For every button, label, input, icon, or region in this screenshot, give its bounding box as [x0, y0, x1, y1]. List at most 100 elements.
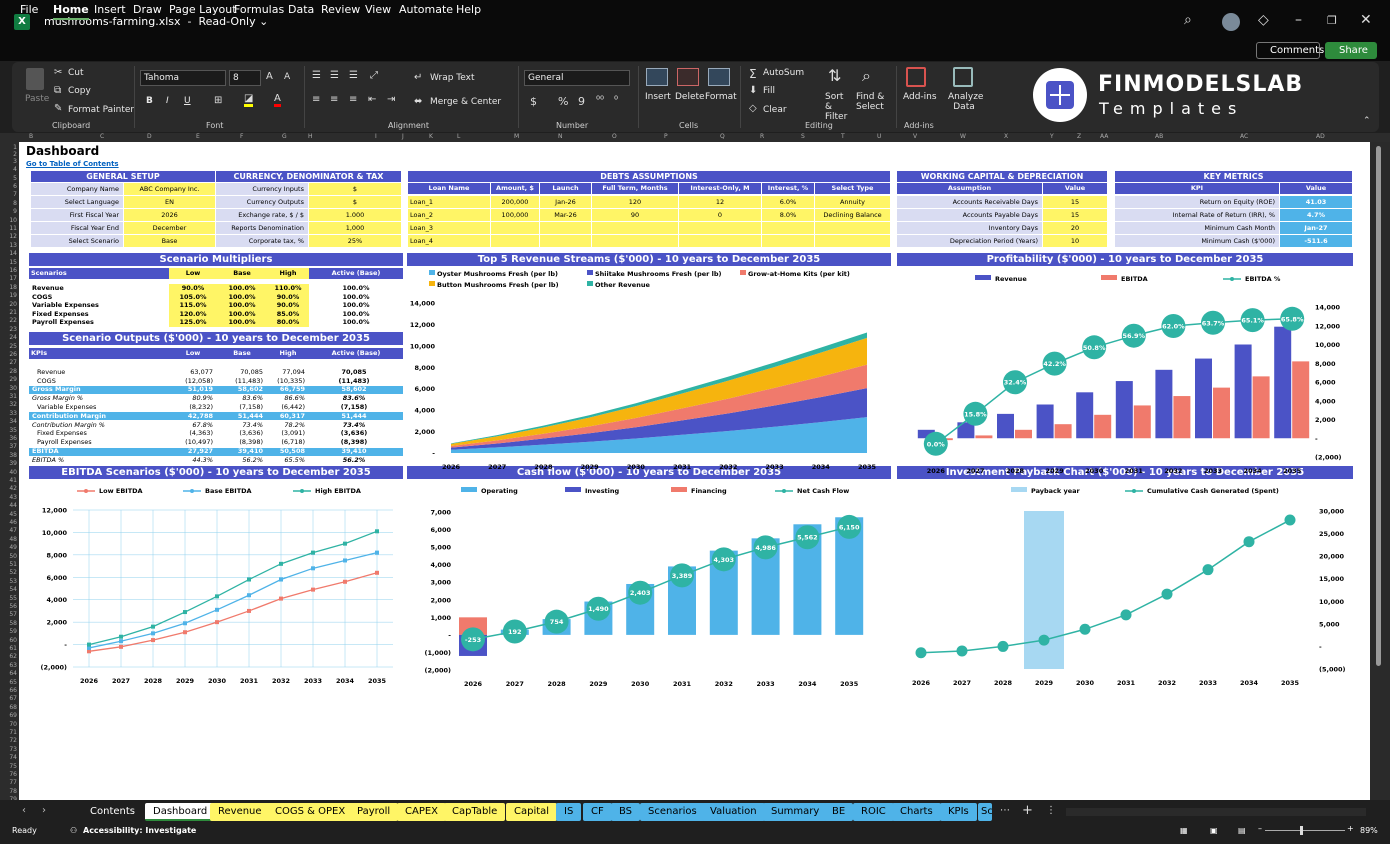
- multiplier-cell[interactable]: 100.0%: [217, 318, 267, 328]
- merge-center-icon[interactable]: ⬌: [414, 96, 423, 107]
- bold-button[interactable]: B: [146, 96, 153, 106]
- row-header[interactable]: 15: [9, 258, 17, 266]
- column-header[interactable]: D: [147, 133, 152, 140]
- debt-cell[interactable]: [592, 222, 678, 234]
- zoom-level[interactable]: 89%: [1360, 826, 1378, 835]
- column-header[interactable]: B: [29, 133, 34, 140]
- fill-color-icon[interactable]: ◪: [244, 94, 254, 107]
- find-select-button[interactable]: Find & Select: [856, 92, 885, 112]
- tab-kpis[interactable]: KPIs: [940, 803, 977, 821]
- row-header[interactable]: 42: [9, 485, 17, 493]
- row-header[interactable]: 28: [9, 367, 17, 375]
- column-header[interactable]: C: [100, 133, 105, 140]
- more-sheets-icon[interactable]: ⋯: [1000, 805, 1010, 816]
- decrease-decimal-icon[interactable]: ⁰: [614, 95, 619, 106]
- orientation-icon[interactable]: ⤢: [370, 70, 378, 81]
- align-left-icon[interactable]: ≡: [312, 94, 321, 105]
- sort-filter-icon[interactable]: ⇅: [828, 66, 842, 85]
- decrease-indent-icon[interactable]: ⇤: [368, 94, 377, 105]
- multiplier-cell[interactable]: 120.0%: [169, 309, 217, 319]
- row-header[interactable]: 43: [9, 493, 17, 501]
- insert-button[interactable]: Insert: [645, 92, 671, 102]
- wrap-text-icon[interactable]: ↵: [414, 72, 423, 83]
- menu-review[interactable]: Review: [321, 3, 361, 16]
- row-header[interactable]: 26: [9, 351, 17, 358]
- align-top-icon[interactable]: ☰: [312, 70, 321, 81]
- row-header[interactable]: 31: [9, 393, 17, 400]
- debt-cell[interactable]: Declining Balance: [815, 209, 890, 221]
- currency-value[interactable]: 1,000: [309, 222, 401, 234]
- menu-file[interactable]: File: [20, 3, 39, 16]
- row-header[interactable]: 4: [13, 166, 17, 174]
- debt-cell[interactable]: [491, 235, 539, 247]
- debt-cell[interactable]: Loan_4: [408, 235, 490, 247]
- multiplier-cell[interactable]: 90.0%: [267, 292, 309, 302]
- autosum-button[interactable]: AutoSum: [763, 68, 805, 78]
- debt-cell[interactable]: Jan-26: [540, 196, 591, 208]
- align-right-icon[interactable]: ≡: [349, 94, 358, 105]
- row-header[interactable]: 14: [9, 250, 17, 258]
- row-header[interactable]: 54: [9, 586, 17, 594]
- collapse-ribbon-icon[interactable]: ⌃: [1363, 116, 1371, 126]
- zoom-slider[interactable]: [1265, 830, 1345, 831]
- row-header[interactable]: 46: [9, 519, 17, 526]
- debt-cell[interactable]: [815, 222, 890, 234]
- row-header[interactable]: 10: [9, 216, 17, 224]
- align-middle-icon[interactable]: ☰: [330, 70, 339, 81]
- font-name-select[interactable]: Tahoma: [140, 70, 226, 86]
- column-header[interactable]: F: [240, 133, 244, 140]
- column-header[interactable]: W: [960, 133, 966, 140]
- format-cells-icon[interactable]: [708, 68, 730, 86]
- multiplier-cell[interactable]: 100.0%: [217, 301, 267, 310]
- menu-data[interactable]: Data: [288, 3, 315, 16]
- addins-icon[interactable]: [906, 67, 926, 87]
- row-header[interactable]: 35: [9, 426, 17, 434]
- format-painter-button[interactable]: Format Painter: [68, 105, 135, 115]
- number-format-select[interactable]: General: [524, 70, 630, 86]
- wc-value[interactable]: 15: [1043, 209, 1107, 221]
- row-header[interactable]: 27: [9, 359, 17, 367]
- borders-icon[interactable]: ⊞: [214, 95, 223, 106]
- restore-icon[interactable]: ❐: [1327, 14, 1337, 27]
- accessibility-status[interactable]: Accessibility: Investigate: [83, 826, 197, 835]
- multiplier-cell[interactable]: 90.0%: [169, 284, 217, 293]
- row-header[interactable]: 40: [9, 468, 17, 476]
- multiplier-cell[interactable]: 90.0%: [267, 301, 309, 310]
- decrease-font-icon[interactable]: A: [284, 72, 291, 82]
- multiplier-cell[interactable]: 125.0%: [169, 318, 217, 328]
- zoom-slider-handle[interactable]: [1300, 826, 1303, 835]
- tab-captable[interactable]: CapTable: [444, 803, 506, 821]
- currency-value[interactable]: 1.000: [309, 209, 401, 221]
- tab-capital[interactable]: Capital: [506, 803, 558, 821]
- percent-icon[interactable]: %: [558, 95, 569, 108]
- debt-cell[interactable]: [491, 222, 539, 234]
- goto-toc-link[interactable]: Go to Table of Contents: [26, 160, 119, 168]
- row-header[interactable]: 76: [9, 771, 17, 778]
- general-value[interactable]: ABC Company Inc.: [124, 183, 215, 195]
- menu-home[interactable]: Home: [53, 3, 89, 20]
- column-header[interactable]: M: [514, 133, 520, 140]
- row-header[interactable]: 52: [9, 569, 17, 577]
- tab-be[interactable]: BE: [824, 803, 854, 821]
- debt-cell[interactable]: 100,000: [491, 209, 539, 221]
- debt-cell[interactable]: [815, 235, 890, 247]
- row-header[interactable]: 5: [13, 174, 17, 182]
- column-header[interactable]: R: [760, 133, 765, 140]
- debt-cell[interactable]: 0: [679, 209, 761, 221]
- row-header[interactable]: 70: [9, 720, 17, 728]
- search-icon[interactable]: ⌕: [1184, 12, 1192, 28]
- row-header[interactable]: 7: [13, 191, 17, 199]
- row-header[interactable]: 44: [9, 502, 17, 510]
- general-value[interactable]: 2026: [124, 209, 215, 221]
- row-header[interactable]: 13: [9, 241, 17, 249]
- debt-cell[interactable]: 8.0%: [762, 209, 814, 221]
- row-header[interactable]: 45: [9, 510, 17, 518]
- row-header[interactable]: 17: [9, 275, 17, 283]
- clear-icon[interactable]: ◇: [749, 103, 757, 114]
- row-header[interactable]: 11: [9, 225, 17, 232]
- align-center-icon[interactable]: ≡: [330, 94, 339, 105]
- row-header[interactable]: 37: [9, 443, 17, 451]
- menu-insert[interactable]: Insert: [94, 3, 126, 16]
- analyze-data-button[interactable]: Analyze Data: [948, 92, 984, 112]
- row-header[interactable]: 22: [9, 317, 17, 325]
